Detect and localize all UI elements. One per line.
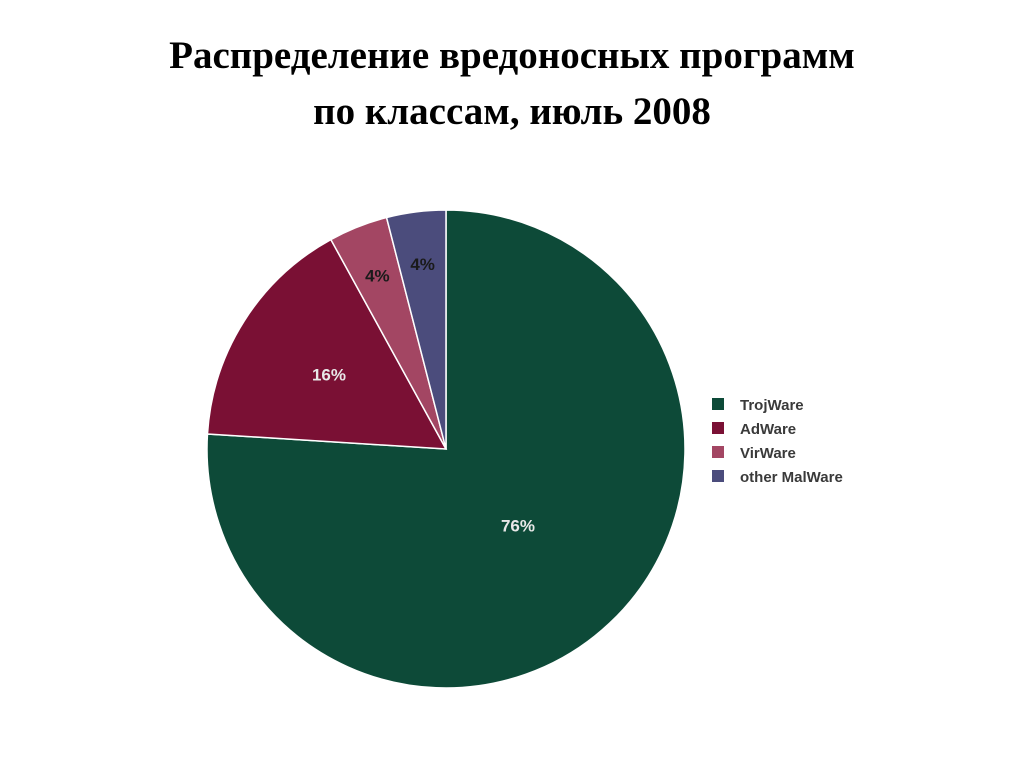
legend-swatch-other-malware <box>712 470 724 482</box>
chart-title-line-2: по классам, июль 2008 <box>313 90 711 133</box>
legend-swatch-adware <box>712 422 724 434</box>
legend-swatch-trojware <box>712 398 724 410</box>
pie-slice-trojware <box>206 209 686 689</box>
pie-slice-labels: 76% 16% 4% 4% <box>312 255 535 536</box>
legend-label-virware: VirWare <box>740 445 796 462</box>
slice-label-other-malware: 4% <box>410 255 435 274</box>
legend-label-other-malware: other MalWare <box>740 469 843 486</box>
legend-swatch-virware <box>712 446 724 458</box>
legend-label-trojware: TrojWare <box>740 397 804 414</box>
legend: TrojWare AdWare VirWare other MalWare <box>712 397 843 486</box>
pie-slices <box>206 209 686 689</box>
pie-slice-adware <box>206 238 448 450</box>
pie-slice-other-malware <box>385 209 447 450</box>
chart-title-line-1: Распределение вредоносных программ <box>169 34 855 77</box>
slice-label-virware: 4% <box>365 267 390 286</box>
legend-label-adware: AdWare <box>740 421 796 438</box>
chart-title: Распределение вредоносных программ по кл… <box>0 28 1024 140</box>
slice-label-trojware: 76% <box>501 517 535 536</box>
slice-label-adware: 16% <box>312 366 346 385</box>
